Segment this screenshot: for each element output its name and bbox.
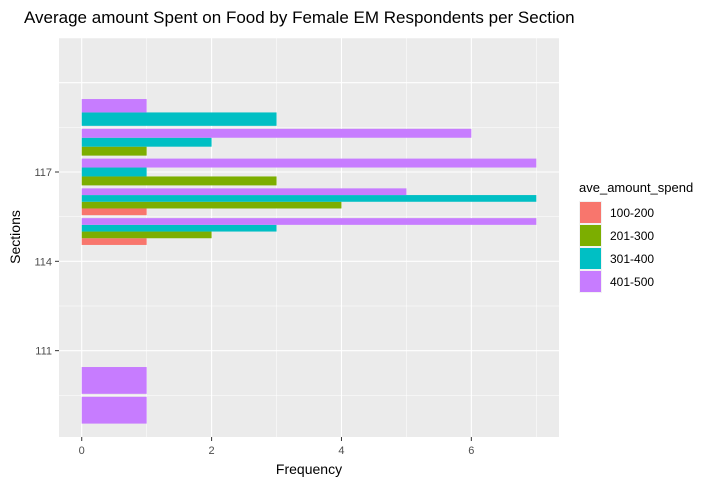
bar-section-117-401-500: [81, 158, 537, 168]
bar-section-116-100-200: [81, 208, 147, 216]
legend-swatch-201-300: [580, 225, 601, 246]
legend-title: ave_amount_spend: [579, 180, 693, 195]
y-axis-title: Sections: [7, 210, 23, 264]
chart-title: Average amount Spent on Food by Female E…: [24, 8, 575, 27]
legend: ave_amount_spend 100-200 201-300 301-400 40…: [579, 180, 693, 293]
x-tick-label: 4: [338, 445, 344, 457]
bar-section-118-201-300: [81, 146, 147, 156]
bar-section-115-301-400: [81, 224, 277, 232]
bar-section-119-301-400: [81, 112, 277, 126]
bar-section-116-301-400: [81, 195, 537, 202]
bar-section-116-401-500: [81, 188, 407, 196]
x-tick-label: 6: [468, 445, 474, 457]
x-axis: 0 2 4 6: [79, 437, 474, 457]
y-axis: 111 114 117: [34, 167, 59, 358]
bar-section-118-401-500: [81, 128, 472, 138]
bar-section-118-301-400: [81, 137, 212, 147]
x-axis-title: Frequency: [276, 461, 342, 477]
y-tick-label: 114: [34, 256, 52, 268]
legend-label-100-200: 100-200: [610, 206, 654, 220]
legend-swatch-401-500: [580, 271, 601, 292]
bar-section-116-201-300: [81, 201, 342, 209]
bar-section-115-100-200: [81, 238, 147, 245]
legend-label-301-400: 301-400: [610, 252, 654, 266]
bar-section-109-401-500: [81, 396, 147, 424]
y-tick-label: 117: [34, 167, 52, 179]
x-tick-label: 0: [79, 445, 85, 457]
bars: [81, 99, 537, 424]
bar-section-115-401-500: [81, 218, 537, 225]
bar-section-110-401-500: [81, 367, 147, 394]
x-tick-label: 2: [209, 445, 215, 457]
bar-section-119-401-500: [81, 99, 147, 113]
legend-swatch-301-400: [580, 248, 601, 269]
legend-label-401-500: 401-500: [610, 275, 654, 289]
legend-label-201-300: 201-300: [610, 229, 654, 243]
bar-section-115-201-300: [81, 231, 212, 239]
y-tick-label: 111: [35, 346, 52, 358]
legend-swatch-100-200: [580, 202, 601, 223]
bar-section-117-301-400: [81, 167, 147, 177]
bar-section-117-201-300: [81, 176, 277, 186]
